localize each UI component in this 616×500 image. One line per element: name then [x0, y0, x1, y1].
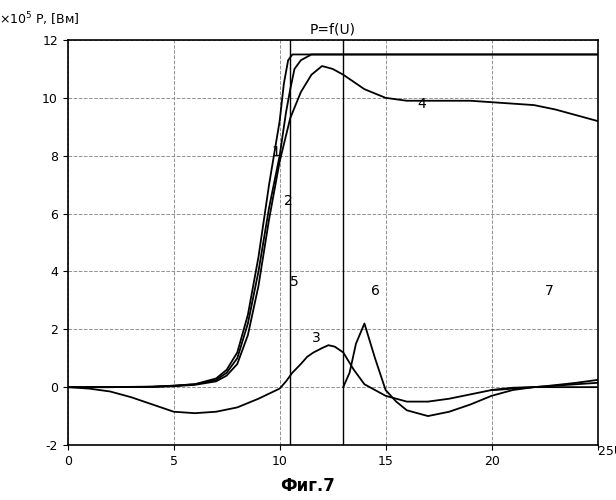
Text: 2: 2 [284, 194, 293, 208]
Text: $\times 10^5$ P, [Вм]: $\times 10^5$ P, [Вм] [0, 10, 79, 28]
Text: 7: 7 [545, 284, 553, 298]
Text: 25U, m/s: 25U, m/s [598, 445, 616, 458]
Text: Фиг.7: Фиг.7 [280, 477, 336, 495]
Text: 4: 4 [418, 97, 426, 111]
Title: P=f(U): P=f(U) [310, 22, 355, 36]
Text: 5: 5 [290, 275, 299, 289]
Text: 6: 6 [371, 284, 379, 298]
Text: 1: 1 [271, 144, 280, 158]
Text: 3: 3 [312, 332, 320, 345]
